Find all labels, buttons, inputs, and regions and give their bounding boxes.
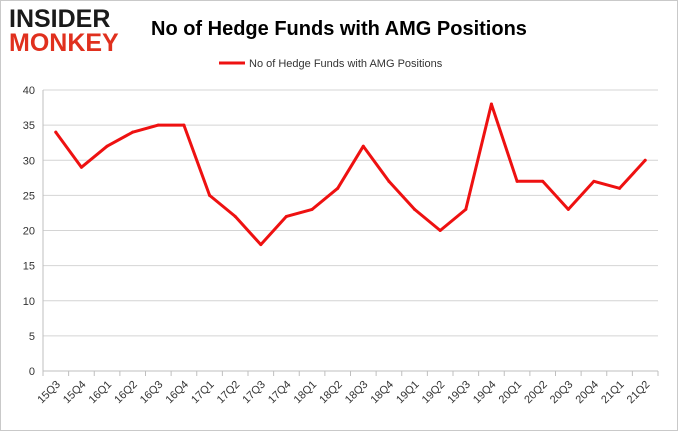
x-tick-label: 16Q2 (112, 379, 140, 407)
y-tick-label: 5 (29, 331, 35, 343)
data-point (362, 145, 365, 148)
x-tick-label: 17Q2 (215, 379, 243, 407)
x-tick-label: 17Q1 (189, 379, 217, 407)
x-tick-label: 21Q2 (625, 379, 653, 407)
x-tick-label: 20Q3 (548, 379, 576, 407)
y-tick-label: 15 (23, 261, 35, 273)
data-point (439, 229, 442, 232)
data-point (336, 187, 339, 190)
data-point (567, 208, 570, 211)
x-tick-label: 19Q2 (420, 379, 448, 407)
x-tick-label: 19Q1 (394, 379, 422, 407)
x-tick-label: 19Q4 (471, 379, 499, 407)
x-tick-label: 20Q2 (522, 379, 550, 407)
data-point (413, 208, 416, 211)
legend-label: No of Hedge Funds with AMG Positions (249, 58, 443, 70)
data-point (387, 180, 390, 183)
x-tick-label: 15Q3 (35, 379, 63, 407)
data-point (259, 243, 262, 246)
x-tick-label: 17Q3 (240, 379, 268, 407)
x-tick-label: 21Q1 (599, 379, 627, 407)
data-point (80, 166, 83, 169)
data-point (131, 131, 134, 134)
data-point (490, 103, 493, 106)
x-tick-label: 17Q4 (266, 379, 294, 407)
data-point (182, 124, 185, 127)
data-point (464, 208, 467, 211)
data-point (106, 145, 109, 148)
x-tick-label: 18Q1 (292, 379, 320, 407)
data-point (541, 180, 544, 183)
y-tick-label: 40 (23, 85, 35, 97)
x-tick-label: 15Q4 (61, 379, 89, 407)
y-tick-label: 20 (23, 226, 35, 238)
data-point (516, 180, 519, 183)
x-tick-label: 20Q4 (574, 379, 602, 407)
data-point (644, 159, 647, 162)
y-tick-label: 30 (23, 155, 35, 167)
x-tick-label: 16Q3 (138, 379, 166, 407)
x-tick-label: 16Q4 (164, 379, 192, 407)
data-point (311, 208, 314, 211)
x-tick-label: 20Q1 (497, 379, 525, 407)
data-point (157, 124, 160, 127)
y-tick-label: 10 (23, 296, 35, 308)
y-tick-label: 0 (29, 366, 35, 378)
x-tick-label: 18Q2 (317, 379, 345, 407)
y-tick-label: 35 (23, 120, 35, 132)
data-point (208, 194, 211, 197)
data-point (618, 187, 621, 190)
x-tick-label: 18Q3 (343, 379, 371, 407)
data-point (234, 215, 237, 218)
x-tick-label: 19Q3 (445, 379, 473, 407)
data-point (592, 180, 595, 183)
x-tick-label: 18Q4 (369, 379, 397, 407)
data-point (54, 131, 57, 134)
data-point (285, 215, 288, 218)
x-tick-label: 16Q1 (87, 379, 115, 407)
y-tick-label: 25 (23, 190, 35, 202)
